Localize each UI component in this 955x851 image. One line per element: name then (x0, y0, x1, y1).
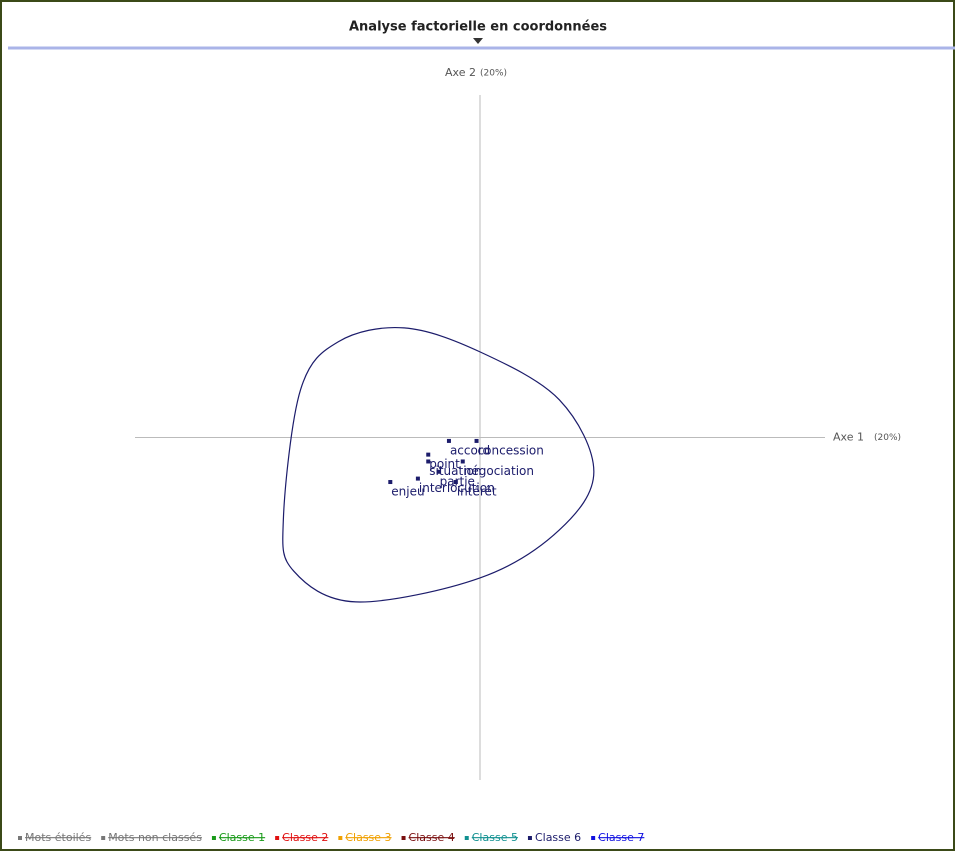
y-axis-note: (20%) (480, 69, 507, 79)
legend-swatch (101, 836, 106, 840)
legend-entry[interactable]: Classe 2 (282, 831, 328, 844)
point-label: situation (429, 464, 481, 478)
legend-entry[interactable]: Classe 6 (535, 831, 581, 844)
point (460, 459, 465, 464)
point (446, 438, 451, 443)
point (426, 459, 431, 464)
point-label: négociation (464, 464, 534, 478)
point-label: interlocution (419, 481, 495, 495)
point-label: point (429, 457, 460, 471)
legend-swatch (211, 836, 216, 840)
legend-entry[interactable]: Classe 4 (409, 831, 455, 844)
point (388, 480, 393, 485)
legend-entry[interactable]: Mots étoilés (25, 831, 91, 844)
legend-entry[interactable]: Classe 1 (219, 831, 265, 844)
legend-swatch (401, 836, 406, 840)
class-contour (282, 326, 595, 603)
point-label: intérêt (457, 485, 497, 499)
x-axis-note: (20%) (874, 433, 901, 443)
legend-entry[interactable]: Classe 3 (345, 831, 391, 844)
legend-swatch (338, 836, 343, 840)
legend-entry[interactable]: Mots non classés (108, 831, 202, 844)
point (426, 452, 431, 457)
legend-swatch (18, 836, 22, 840)
point (474, 438, 479, 443)
chart-title: Analyse factorielle en coordonnées (349, 20, 607, 35)
point (436, 469, 441, 474)
point (453, 480, 458, 485)
legend-swatch (591, 836, 596, 840)
legend-swatch (527, 836, 532, 840)
x-axis-label: Axe 1 (833, 431, 864, 444)
point-label: concession (478, 443, 544, 457)
point-label: enjeu (391, 485, 424, 499)
y-axis-label: Axe 2 (445, 66, 476, 79)
legend-entry[interactable]: Classe 7 (598, 831, 644, 844)
legend-swatch (275, 836, 280, 840)
point (415, 476, 420, 481)
legend-entry[interactable]: Classe 5 (472, 831, 518, 844)
legend-swatch (464, 836, 469, 840)
point-label: accord (450, 443, 490, 457)
title-dropdown[interactable] (473, 38, 483, 44)
